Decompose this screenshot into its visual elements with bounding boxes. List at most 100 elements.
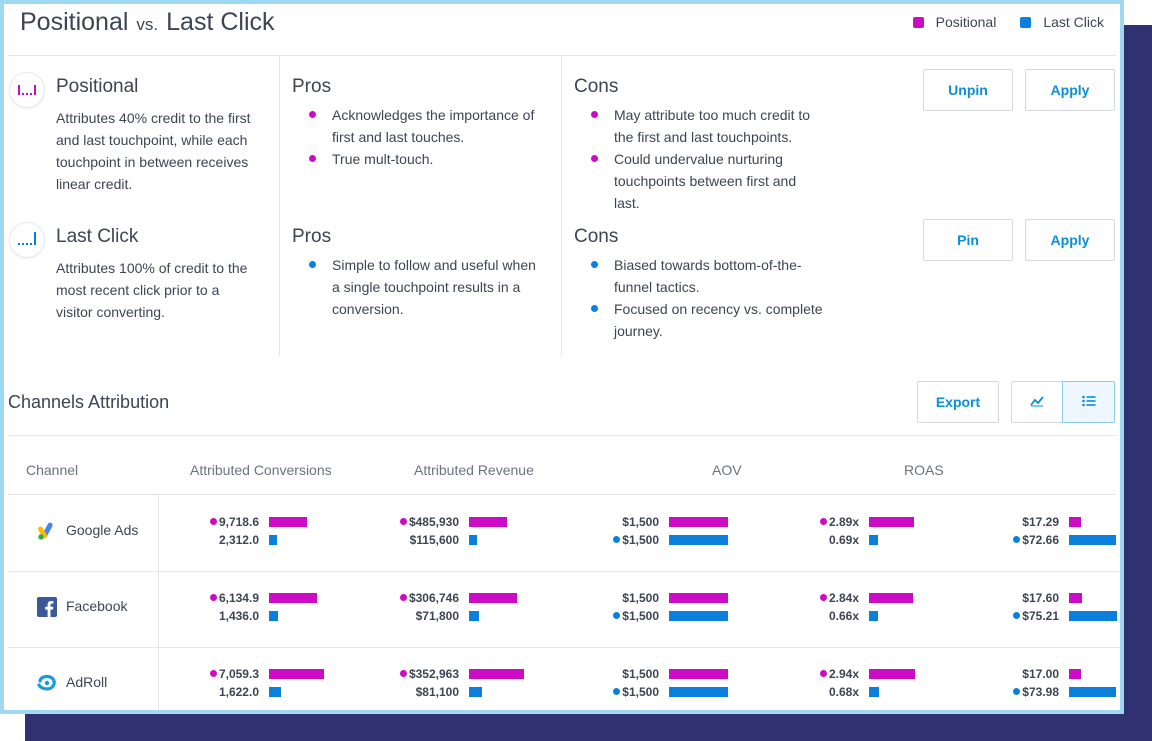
metric-value-positional: $306,746 xyxy=(399,591,459,605)
metric-value-positional: 2.94x xyxy=(819,667,859,681)
metric-value-last-click: $71,800 xyxy=(416,609,459,623)
metric-value-last-click: $81,100 xyxy=(416,685,459,699)
desc-line: touchpoint in between receives xyxy=(56,154,249,170)
export-button[interactable]: Export xyxy=(917,381,999,423)
metric-bar-last-click xyxy=(669,687,728,697)
list-view-button[interactable] xyxy=(1062,381,1115,423)
channel-cell: Facebook xyxy=(8,571,159,647)
facebook-icon-shape xyxy=(45,601,54,617)
bullet-text: journey. xyxy=(614,323,663,339)
metric-bar-positional xyxy=(869,669,915,679)
metric-text: $75.21 xyxy=(1022,609,1059,623)
bullet-text: last. xyxy=(614,195,640,211)
metric-bar-last-click xyxy=(269,687,281,697)
metric-value-last-click: $1,500 xyxy=(613,609,659,623)
model-desc-positional: Attributes 40% credit to the first and l… xyxy=(56,107,271,195)
apply-last-click-button[interactable]: Apply xyxy=(1025,219,1115,261)
table-row[interactable]: Facebook 6,134.9 1,436.0 $306,746 $71,800 $1,… xyxy=(8,571,1120,648)
bullet-text: a single touchpoint results in a xyxy=(332,279,521,295)
bullet-text: conversion. xyxy=(332,301,404,317)
pin-button[interactable]: Pin xyxy=(923,219,1013,261)
metric-value-last-click: 0.66x xyxy=(829,609,859,623)
cons-title: Cons xyxy=(574,226,619,247)
adroll-icon xyxy=(36,672,58,694)
metric-text: $115,600 xyxy=(409,533,459,547)
bullet-text: Acknowledges the importance of xyxy=(332,107,535,123)
chart-view-button[interactable] xyxy=(1011,381,1063,423)
metric-bar-last-click xyxy=(869,687,879,697)
metric-bar-last-click xyxy=(669,611,728,621)
leader-dot xyxy=(1013,536,1021,543)
pros-list-positional: Acknowledges the importance of first and … xyxy=(292,104,562,170)
adroll-icon-shape xyxy=(44,680,50,686)
bullet-dot xyxy=(591,261,598,268)
metric-value-last-click: 1,436.0 xyxy=(219,609,259,623)
metric-text: $1,500 xyxy=(622,667,659,681)
unpin-button[interactable]: Unpin xyxy=(923,69,1013,111)
leader-dot xyxy=(613,688,621,695)
col-header-aov[interactable]: AOV xyxy=(712,462,742,478)
metric-text: $17.29 xyxy=(1022,515,1059,529)
metric-bar-positional xyxy=(269,669,324,679)
leader-dot xyxy=(819,670,827,677)
apply-positional-button[interactable]: Apply xyxy=(1025,69,1115,111)
metric-text: 0.68x xyxy=(828,685,859,699)
metric-value-positional: $352,963 xyxy=(399,667,459,681)
title-model-b: Last Click xyxy=(166,8,275,36)
legend-swatch-positional xyxy=(912,16,924,28)
bullet-text: funnel tactics. xyxy=(614,279,700,295)
metric-value-positional: $1,500 xyxy=(622,515,659,529)
channel-name: Google Ads xyxy=(66,522,139,538)
metric-value-last-click: 0.68x xyxy=(829,685,859,699)
metric-text: 6,134.9 xyxy=(218,591,259,605)
bullet-text: touchpoints between first and xyxy=(614,173,797,189)
metric-value-last-click: $115,600 xyxy=(410,533,459,547)
bullet-dot xyxy=(309,155,316,162)
bullet-text: May attribute too much credit to xyxy=(614,107,811,123)
metric-text: 2.94x xyxy=(828,667,859,681)
metric-value-positional: $485,930 xyxy=(399,515,459,529)
metric-text: $17.60 xyxy=(1022,591,1059,605)
metric-text: 0.66x xyxy=(828,609,859,623)
pros-list-last-click: Simple to follow and useful when a single… xyxy=(292,254,562,320)
pros-item: True mult-touch. xyxy=(292,148,562,170)
model-desc-last-click: Attributes 100% of credit to the most re… xyxy=(56,257,271,323)
table-row[interactable]: AdRoll 7,059.3 1,622.0 $352,963 $81,100 $1,50… xyxy=(8,647,1120,710)
metric-bar-last-click xyxy=(1069,611,1117,621)
desc-line: Attributes 40% credit to the first xyxy=(56,110,251,126)
cons-item: Biased towards bottom-of-the-funnel tact… xyxy=(574,254,844,298)
metric-bar-last-click xyxy=(1069,687,1116,697)
metric-value-positional: 2.84x xyxy=(819,591,859,605)
table-header-divider xyxy=(8,494,1116,495)
metric-text: $72.66 xyxy=(1022,533,1059,547)
metric-text: 7,059.3 xyxy=(218,667,259,681)
metric-value-positional: 2.89x xyxy=(819,515,859,529)
metric-bar-last-click xyxy=(269,611,278,621)
pros-item: Simple to follow and useful when a single… xyxy=(292,254,562,320)
metric-value-last-click: 1,622.0 xyxy=(219,685,259,699)
metric-text: 1,436.0 xyxy=(218,609,259,623)
desc-line: most recent click prior to a xyxy=(56,282,220,298)
leader-dot xyxy=(613,612,621,619)
metric-text: $306,746 xyxy=(408,591,459,605)
section-title: Channels Attribution xyxy=(8,392,170,412)
metric-bar-positional xyxy=(269,593,317,603)
metric-bar-last-click xyxy=(469,535,477,545)
metric-bar-positional xyxy=(469,669,524,679)
metric-bar-last-click xyxy=(269,535,277,545)
metric-bar-positional xyxy=(669,517,728,527)
col-header-channel[interactable]: Channel xyxy=(26,462,79,478)
desc-line: Attributes 100% of credit to the xyxy=(56,260,248,276)
list-icon xyxy=(1081,394,1096,410)
line-chart-icon xyxy=(1030,394,1044,410)
cons-list-positional: May attribute too much credit to the firs… xyxy=(574,104,844,214)
col-header-revenue[interactable]: Attributed Revenue xyxy=(414,462,534,478)
table-row[interactable]: Google Ads 9,718.6 2,312.0 $485,930 $115,600… xyxy=(8,495,1120,572)
col-header-roas[interactable]: ROAS xyxy=(904,462,944,478)
header-divider xyxy=(8,55,1116,56)
google-ads-icon xyxy=(36,520,58,542)
col-header-conversions[interactable]: Attributed Conversions xyxy=(190,462,332,478)
cons-item: Could undervalue nurturing touchpoints be… xyxy=(574,148,844,214)
metric-bar-last-click xyxy=(669,535,728,545)
title-vs: vs. xyxy=(136,15,159,34)
